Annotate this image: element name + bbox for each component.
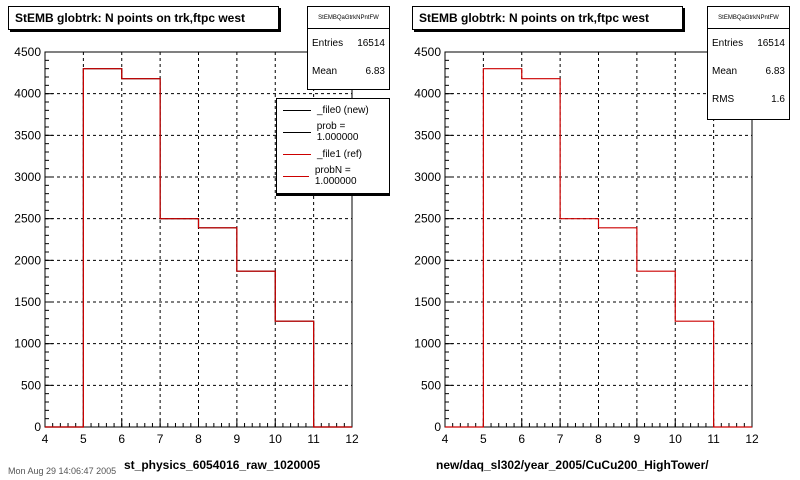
left-stats-entries-label: Entries	[312, 37, 344, 49]
left-y-tick-label: 1500	[14, 295, 41, 309]
left-x-tick-label: 11	[307, 432, 320, 446]
right-stats-entries-label: Entries	[712, 37, 744, 49]
left-y-tick-label: 3000	[14, 170, 41, 184]
footer-timestamp: Mon Aug 29 14:06:47 2005	[8, 466, 117, 476]
right-y-tick-label: 2500	[414, 212, 441, 226]
right-y-tick-label: 4000	[414, 87, 441, 101]
right-x-tick-label: 12	[745, 432, 759, 446]
left-y-tick-label: 4000	[14, 87, 41, 101]
left-y-tick-label: 1000	[14, 337, 41, 351]
right-stats-entries-row: Entries 16514	[708, 29, 789, 57]
left-x-tick-label: 12	[345, 432, 359, 446]
legend-label-prob: prob = 1.000000	[316, 121, 359, 143]
legend-label-probn: probN = 1.000000	[314, 165, 357, 187]
right-y-tick-label: 500	[421, 378, 441, 392]
right-chart-title: StEMB globtrk: N points on trk,ftpc west	[412, 6, 683, 30]
left-x-tick-label: 8	[195, 432, 202, 446]
right-stats-rms-value: 1.6	[771, 93, 785, 105]
legend-item-file0: _file0 (new)	[277, 99, 389, 121]
right-x-tick-label: 10	[669, 432, 683, 446]
right-y-tick-label: 4500	[414, 45, 441, 59]
left-stats-entries-value: 16514	[357, 37, 385, 49]
right-x-tick-label: 6	[518, 432, 525, 446]
left-x-tick-label: 6	[118, 432, 125, 446]
right-histogram-series-0	[445, 68, 752, 428]
right-x-axis-label: new/daq_sl302/year_2005/CuCu200_HighTowe…	[436, 458, 709, 472]
legend-item-file1: _file1 (ref)	[277, 143, 389, 165]
right-y-tick-label: 0	[434, 420, 441, 434]
right-x-tick-label: 11	[707, 432, 720, 446]
left-y-tick-label: 3500	[14, 128, 41, 142]
left-x-tick-label: 10	[269, 432, 283, 446]
legend-line-file0	[283, 109, 311, 111]
right-x-tick-label: 9	[634, 432, 641, 446]
right-stats-mean-value: 6.83	[765, 65, 785, 77]
right-x-tick-label: 7	[557, 432, 564, 446]
left-x-tick-label: 9	[234, 432, 241, 446]
left-histogram-series-1	[45, 68, 352, 428]
right-y-tick-label: 1500	[414, 295, 441, 309]
left-stats-mean-label: Mean	[312, 65, 338, 77]
left-legend: _file0 (new) prob = 1.000000 _file1 (ref…	[276, 98, 390, 194]
legend-line-probn	[283, 175, 309, 177]
legend-label-file1: _file1 (ref)	[317, 148, 363, 160]
right-stats-mean-label: Mean	[712, 65, 738, 77]
left-stats-name: StEMBQaGtrkNPntFW	[308, 7, 389, 29]
left-x-tick-label: 4	[42, 432, 49, 446]
right-stats-box: StEMBQaGtrkNPntFW Entries 16514 Mean 6.8…	[707, 6, 790, 120]
legend-item-prob: prob = 1.000000	[277, 121, 389, 143]
right-x-tick-label: 5	[480, 432, 487, 446]
left-x-tick-label: 5	[80, 432, 87, 446]
legend-item-probn: probN = 1.000000	[277, 165, 389, 187]
left-stats-entries-row: Entries 16514	[308, 29, 389, 57]
left-x-tick-label: 7	[157, 432, 164, 446]
legend-label-file0: _file0 (new)	[317, 104, 369, 116]
right-y-tick-label: 1000	[414, 337, 441, 351]
right-stats-rms-row: RMS 1.6	[708, 85, 789, 113]
right-stats-rms-label: RMS	[712, 93, 735, 105]
left-y-tick-label: 500	[21, 378, 41, 392]
left-chart-title: StEMB globtrk: N points on trk,ftpc west	[8, 6, 279, 30]
right-y-tick-label: 3000	[414, 170, 441, 184]
legend-line-file1	[283, 153, 311, 155]
left-y-tick-label: 0	[34, 420, 41, 434]
right-y-tick-label: 2000	[414, 253, 441, 267]
right-stats-mean-row: Mean 6.83	[708, 57, 789, 85]
legend-line-prob	[283, 131, 311, 133]
right-stats-entries-value: 16514	[757, 37, 785, 49]
right-y-tick-label: 3500	[414, 128, 441, 142]
right-stats-name: StEMBQaGtrkNPntFW	[708, 7, 789, 29]
left-stats-mean-row: Mean 6.83	[308, 57, 389, 85]
left-stats-box: StEMBQaGtrkNPntFW Entries 16514 Mean 6.8…	[307, 6, 390, 90]
right-x-tick-label: 4	[442, 432, 449, 446]
right-x-tick-label: 8	[595, 432, 602, 446]
left-x-axis-label: st_physics_6054016_raw_1020005	[124, 458, 321, 472]
left-y-tick-label: 4500	[14, 45, 41, 59]
left-y-tick-label: 2000	[14, 253, 41, 267]
left-y-tick-label: 2500	[14, 212, 41, 226]
left-stats-mean-value: 6.83	[365, 65, 385, 77]
